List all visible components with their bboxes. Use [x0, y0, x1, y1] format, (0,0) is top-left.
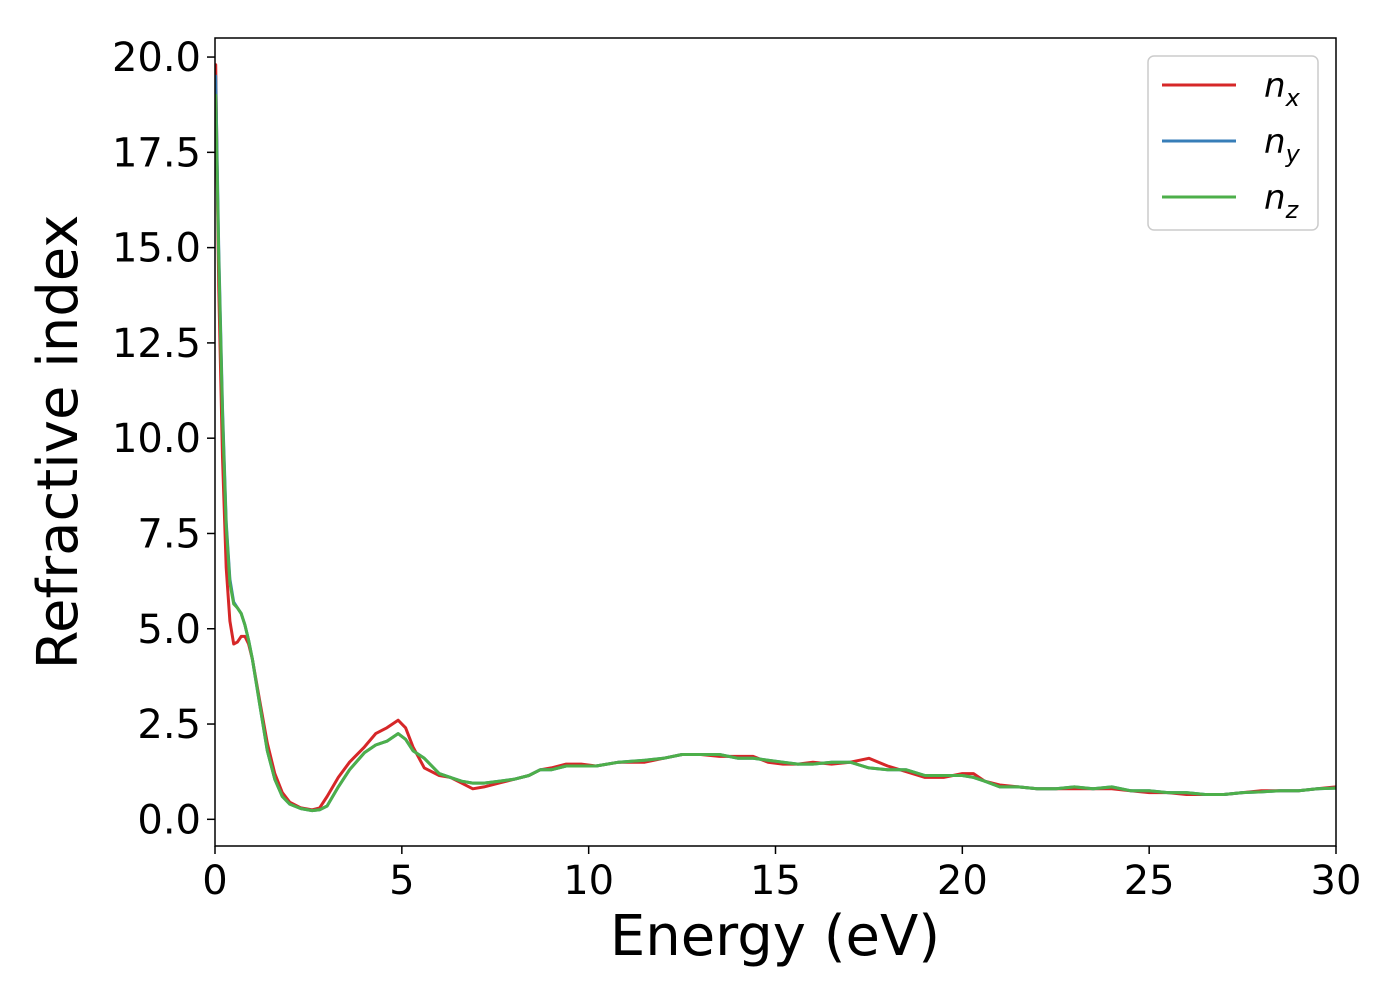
y-tick-label: 15.0: [112, 226, 201, 272]
y-tick-label: 0.0: [137, 797, 201, 843]
y-tick-label: 7.5: [137, 511, 201, 557]
legend-label-subscript: z: [1285, 196, 1300, 224]
x-tick-label: 0: [202, 858, 227, 904]
legend-label-n-z: nz: [1264, 178, 1300, 224]
x-tick-label: 5: [389, 858, 414, 904]
x-axis-label: Energy (eV): [610, 904, 940, 969]
legend-label-n-x: nx: [1264, 66, 1301, 112]
y-tick-label: 17.5: [112, 130, 201, 176]
series-lines: [215, 63, 1336, 813]
x-tick-label: 25: [1124, 858, 1175, 904]
legend-label-base: n: [1264, 178, 1286, 218]
y-tick-label: 20.0: [112, 35, 201, 81]
y-tick-label: 10.0: [112, 416, 201, 462]
legend-label-base: n: [1264, 66, 1286, 106]
y-tick-label: 2.5: [137, 702, 201, 748]
x-tick-label: 15: [750, 858, 801, 904]
x-tick-label: 20: [937, 858, 988, 904]
legend-label-base: n: [1264, 122, 1286, 162]
y-tick-label: 5.0: [137, 607, 201, 653]
y-tick-label: 12.5: [112, 321, 201, 367]
legend-box: [1147, 55, 1319, 231]
x-tick-label: 10: [563, 858, 614, 904]
legend-label-subscript: y: [1285, 140, 1301, 168]
series-line-n-z: [215, 93, 1336, 813]
legend-label-subscript: x: [1285, 84, 1301, 112]
y-axis-ticks: 0.0 2.5 5.0 7.5 10.0 12.5 15.0 17.5 20.0: [112, 35, 215, 843]
y-axis-label: Refractive index: [26, 215, 91, 670]
x-tick-label: 30: [1311, 858, 1362, 904]
x-axis-ticks: 0 5 10 15 20 25 30: [202, 846, 1361, 904]
legend-label-n-y: ny: [1264, 122, 1301, 168]
